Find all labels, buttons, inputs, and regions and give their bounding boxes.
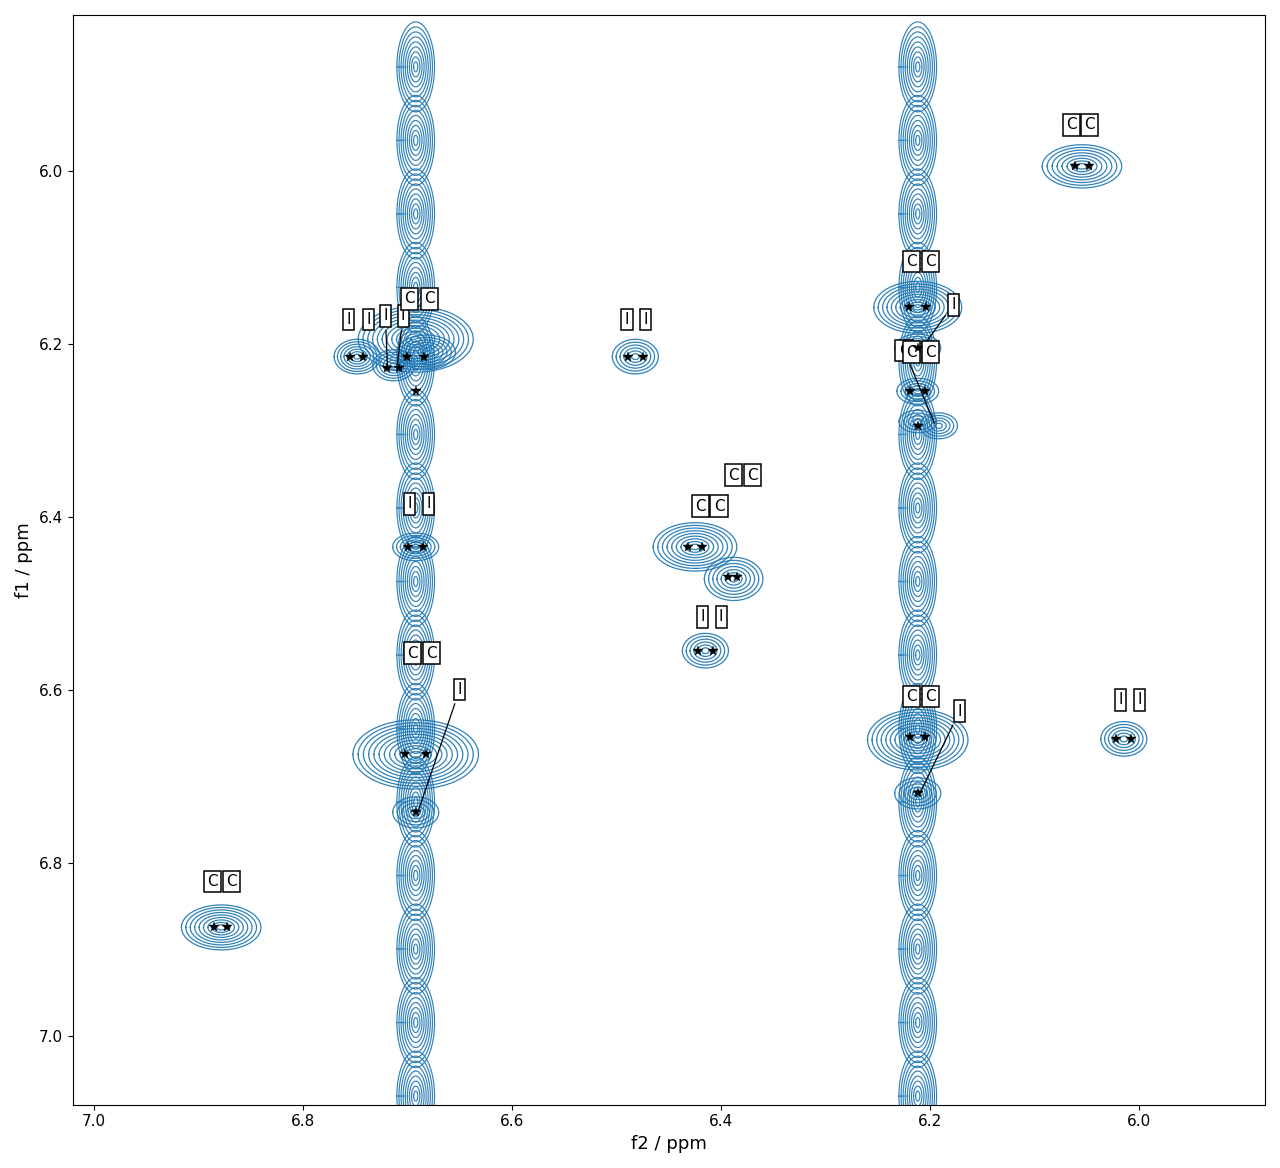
Text: C: C	[906, 689, 916, 704]
Text: C: C	[1066, 117, 1076, 132]
Text: C: C	[906, 253, 916, 269]
Text: I: I	[426, 496, 430, 512]
Text: I: I	[700, 610, 704, 625]
Text: I: I	[924, 297, 956, 346]
Text: I: I	[419, 682, 462, 809]
Text: C: C	[695, 499, 705, 514]
Text: C: C	[714, 499, 724, 514]
Text: C: C	[748, 467, 758, 482]
Text: C: C	[899, 343, 934, 423]
Text: I: I	[383, 308, 388, 366]
Text: C: C	[925, 689, 936, 704]
Text: C: C	[1084, 117, 1094, 132]
Text: C: C	[426, 646, 436, 661]
Text: C: C	[407, 646, 417, 661]
Text: I: I	[1137, 693, 1142, 708]
Text: I: I	[347, 312, 351, 327]
Text: C: C	[404, 291, 415, 306]
Text: I: I	[922, 703, 961, 791]
Text: C: C	[925, 253, 936, 269]
Text: C: C	[207, 874, 218, 889]
Text: C: C	[728, 467, 739, 482]
Y-axis label: f1 / ppm: f1 / ppm	[15, 522, 33, 598]
Text: I: I	[1119, 693, 1123, 708]
Text: C: C	[424, 291, 435, 306]
Text: I: I	[366, 312, 371, 327]
Text: I: I	[719, 610, 723, 625]
Text: I: I	[397, 308, 406, 366]
Text: C: C	[227, 874, 237, 889]
Text: C: C	[906, 345, 916, 360]
Text: I: I	[644, 312, 648, 327]
Text: I: I	[625, 312, 630, 327]
Text: I: I	[407, 496, 412, 512]
Text: C: C	[925, 345, 936, 360]
X-axis label: f2 / ppm: f2 / ppm	[631, 1135, 707, 1153]
